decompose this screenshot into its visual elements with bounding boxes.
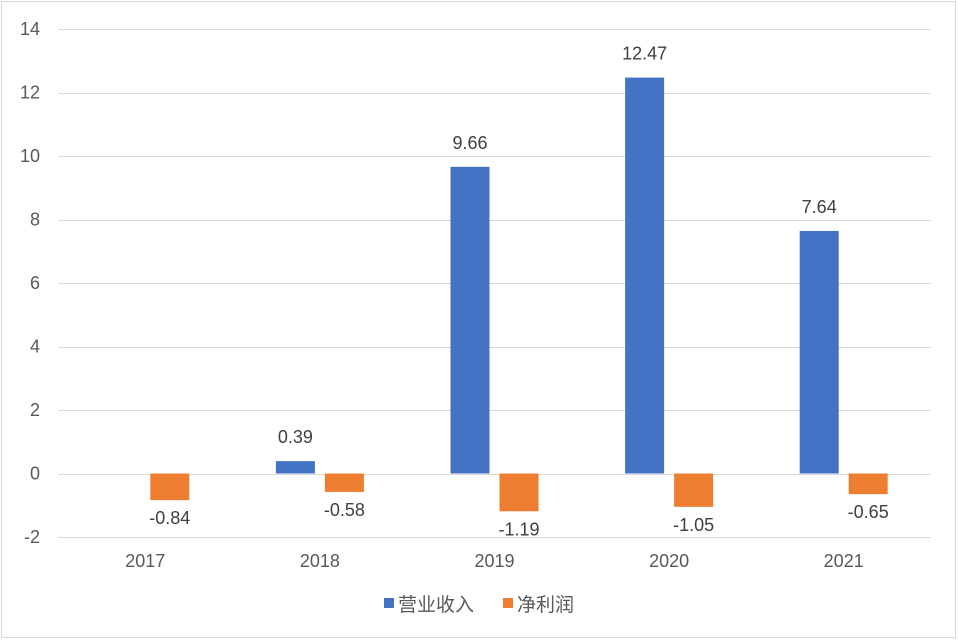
bar-series-2 [499, 473, 539, 512]
bar-series-1 [275, 461, 315, 474]
data-label: -0.65 [848, 502, 889, 522]
y-tick-label: 14 [20, 19, 40, 39]
data-label: -1.19 [498, 519, 539, 539]
bar-series-1 [450, 166, 490, 474]
legend-swatch-series-1 [384, 598, 394, 608]
y-tick-label: 8 [30, 210, 40, 230]
bar-series-2 [848, 473, 888, 495]
y-tick-label: 4 [30, 337, 40, 357]
x-category-label: 2021 [824, 551, 864, 571]
data-label: 12.47 [622, 44, 667, 64]
y-tick-label: 6 [30, 273, 40, 293]
bar-series-2 [150, 473, 190, 501]
y-tick-label: 2 [30, 400, 40, 420]
data-label: -0.84 [149, 508, 190, 528]
legend: 营业收入 净利润 [384, 594, 574, 616]
data-label: 9.66 [452, 133, 487, 153]
data-label: -0.58 [324, 500, 365, 520]
gridlines [58, 29, 931, 538]
data-label: 0.39 [278, 427, 313, 447]
data-label: 7.64 [802, 197, 837, 217]
x-category-label: 2017 [125, 551, 165, 571]
data-labels: -0.84 0.39 -0.58 9.66 -1.19 12.47 -1.05 7.64 -0.… [149, 44, 888, 540]
x-category-label: 2018 [300, 551, 340, 571]
bar-series-2 [674, 473, 714, 507]
y-axis-ticks: -2 0 2 4 6 8 10 12 14 [20, 19, 40, 547]
bar-series-1 [799, 230, 839, 474]
x-category-label: 2019 [474, 551, 514, 571]
legend-label-series-1: 营业收入 [398, 594, 474, 616]
x-category-label: 2020 [649, 551, 689, 571]
legend-label-series-2: 净利润 [517, 594, 574, 616]
y-tick-label: -2 [24, 527, 40, 547]
y-tick-label: 10 [20, 146, 40, 166]
data-label: -1.05 [673, 515, 714, 535]
bar-series-2 [324, 473, 364, 492]
bar-series-1 [625, 77, 665, 474]
legend-swatch-series-2 [503, 598, 513, 608]
bars [150, 77, 888, 512]
y-tick-label: 12 [20, 83, 40, 103]
x-axis-categories: 2017 2018 2019 2020 2021 [125, 551, 863, 571]
y-tick-label: 0 [30, 464, 40, 484]
